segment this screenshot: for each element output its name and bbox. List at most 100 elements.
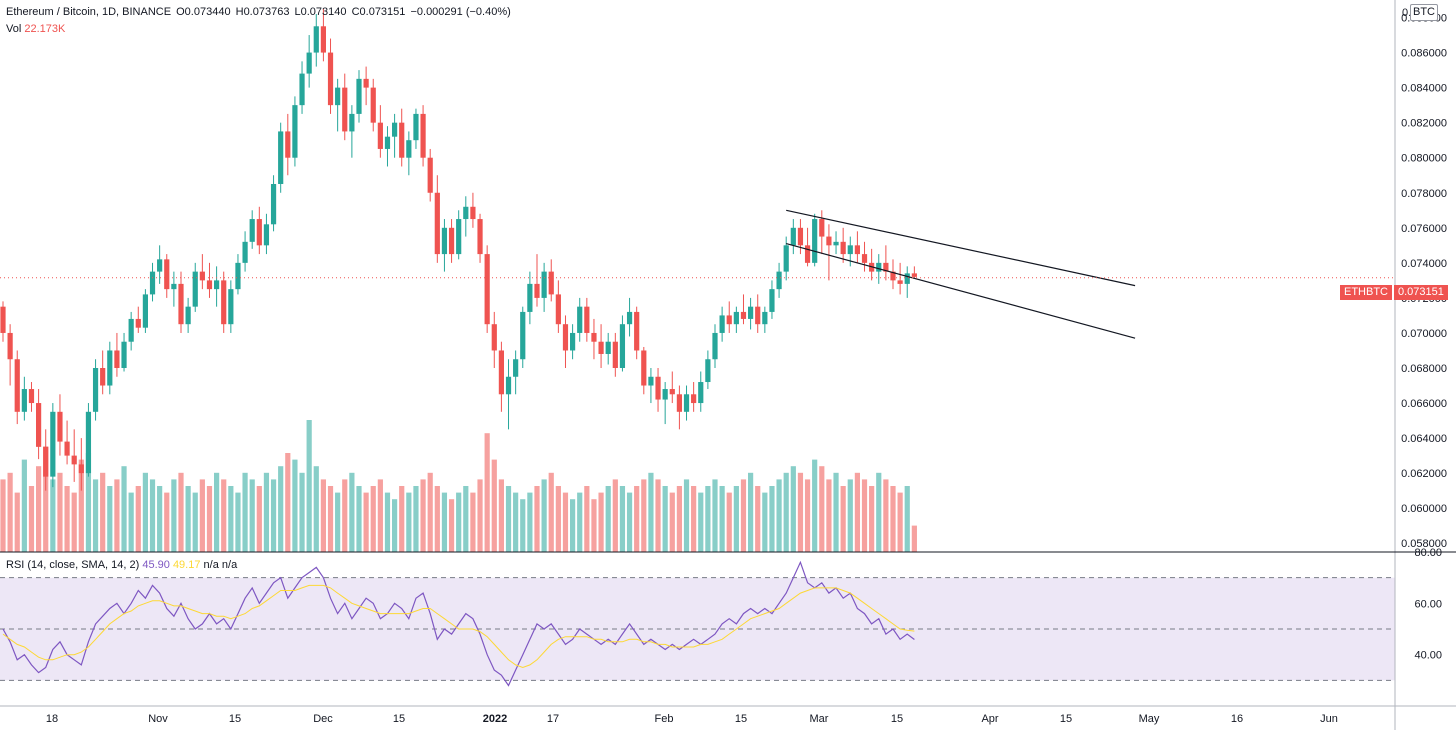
candle-body xyxy=(235,262,241,290)
volume-bar xyxy=(605,486,611,552)
ohlc-low: L0.073140 xyxy=(294,6,347,18)
volume-bar xyxy=(441,492,448,552)
volume-bar xyxy=(78,459,84,552)
price-tick-label: 0.084000 xyxy=(1401,83,1447,95)
volume-bar xyxy=(783,472,789,552)
candle-body xyxy=(477,219,483,255)
candle-body xyxy=(534,283,540,298)
time-tick-label: Mar xyxy=(810,713,829,725)
volume-bar xyxy=(107,486,113,552)
time-tick-label: May xyxy=(1139,713,1160,725)
volume-bar xyxy=(434,486,440,552)
volume-bar xyxy=(420,479,426,552)
candle-body xyxy=(128,318,134,342)
candle-body xyxy=(748,306,754,319)
rsi-tick-label: 60.00 xyxy=(1414,598,1442,610)
time-tick-label: 15 xyxy=(393,713,405,725)
price-tick-label: 0.068000 xyxy=(1401,363,1447,375)
volume-bar xyxy=(64,486,70,552)
candle-body xyxy=(427,157,433,193)
time-tick-label: Feb xyxy=(655,713,674,725)
volume-bar xyxy=(890,486,896,552)
volume-bar xyxy=(762,492,768,552)
volume-bar xyxy=(726,492,732,552)
volume-bar xyxy=(826,479,832,552)
volume-bar xyxy=(591,499,597,552)
trend-channel-group[interactable] xyxy=(786,209,1136,339)
candle-body xyxy=(356,78,362,114)
volume-bar xyxy=(392,499,398,552)
symbol-title[interactable]: Ethereum / Bitcoin, 1D, BINANCE xyxy=(6,6,172,18)
volume-bar xyxy=(833,472,839,552)
candle-body xyxy=(306,52,312,74)
candle-body xyxy=(577,306,583,333)
time-tick-label: Nov xyxy=(148,713,168,725)
candle-body xyxy=(797,227,804,246)
time-tick-label: 2022 xyxy=(483,713,507,725)
volume-bar xyxy=(100,472,106,552)
candle-body xyxy=(897,280,903,284)
price-tick-label: 0.082000 xyxy=(1401,118,1447,130)
volume-bar xyxy=(0,479,6,552)
volume-bar xyxy=(135,486,141,552)
candle-body xyxy=(648,376,654,386)
rsi-label[interactable]: RSI (14, close, SMA, 14, 2) xyxy=(6,559,140,571)
candle-body xyxy=(484,254,490,325)
candle-body xyxy=(206,280,213,290)
price-tick-label: 0.070000 xyxy=(1401,328,1447,340)
volume-bar xyxy=(128,492,134,552)
candle-body xyxy=(43,446,49,477)
candle-body xyxy=(783,245,789,272)
time-tick-label: 15 xyxy=(735,713,747,725)
volume-bar xyxy=(698,492,704,552)
candle-body xyxy=(598,341,604,354)
candle-body xyxy=(327,52,334,106)
time-tick-label: 16 xyxy=(1231,713,1243,725)
volume-bar xyxy=(548,472,554,552)
candle-body xyxy=(833,241,839,246)
time-tick-label: 17 xyxy=(547,713,559,725)
volume-bar xyxy=(570,499,576,552)
volume-bar xyxy=(171,479,177,552)
candle-body xyxy=(164,259,170,290)
volume-bar xyxy=(634,486,640,552)
volume-bars-group xyxy=(0,420,917,552)
price-tick-label: 0.064000 xyxy=(1401,433,1447,445)
candle-body xyxy=(840,241,846,255)
last-price-symbol-label: ETHBTC xyxy=(1340,285,1392,300)
candle-body xyxy=(100,368,106,386)
volume-bar xyxy=(619,486,626,552)
last-price-value-label: 0.073151 xyxy=(1394,285,1448,300)
candle-body xyxy=(612,341,618,368)
candle-body xyxy=(641,350,647,386)
volume-bar xyxy=(705,486,711,552)
currency-unit-button[interactable]: BTC xyxy=(1410,4,1438,21)
price-tick-label: 0.078000 xyxy=(1401,188,1447,200)
candle-body xyxy=(370,87,376,123)
candle-body xyxy=(256,219,262,246)
volume-bar xyxy=(477,479,483,552)
candle-body xyxy=(733,311,739,325)
volume-bar xyxy=(221,479,227,552)
candle-body xyxy=(769,289,775,312)
candle-body xyxy=(121,341,127,368)
candle-body xyxy=(157,259,163,272)
volume-bar xyxy=(555,486,561,552)
rsi-na-1: n/a xyxy=(203,559,219,571)
candle-body xyxy=(570,332,576,351)
candle-body xyxy=(470,206,476,220)
rsi-tick-label: 40.00 xyxy=(1414,650,1442,662)
volume-bar xyxy=(157,486,163,552)
candle-body xyxy=(790,227,796,246)
candle-body xyxy=(448,227,455,255)
candle-body xyxy=(392,122,398,137)
volume-bar xyxy=(320,479,326,552)
ohlc-close: C0.073151 xyxy=(351,6,406,18)
volume-bar xyxy=(527,492,533,552)
time-tick-label: 15 xyxy=(229,713,241,725)
volume-bar xyxy=(235,492,241,552)
candle-body xyxy=(299,73,305,106)
candle-body xyxy=(456,219,462,255)
candle-body xyxy=(178,283,184,325)
